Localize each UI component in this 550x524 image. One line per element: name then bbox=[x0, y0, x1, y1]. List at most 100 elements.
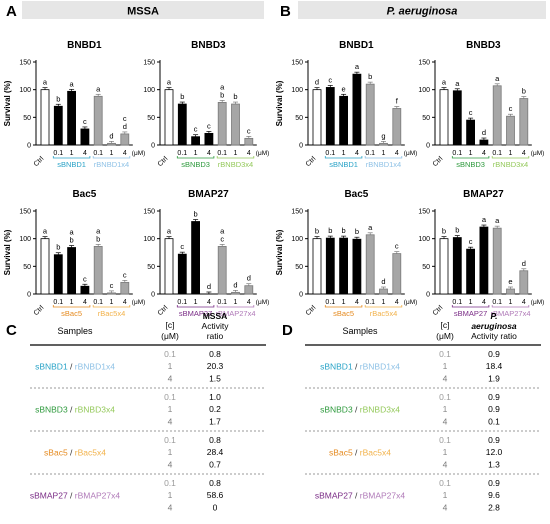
bar bbox=[231, 291, 240, 295]
x-tick-label: 4 bbox=[522, 299, 526, 306]
ratio-value: 0.2 bbox=[209, 404, 221, 414]
group-bracket bbox=[92, 156, 131, 159]
y-tick-label: 50 bbox=[147, 115, 155, 122]
ratio-value: 0.7 bbox=[209, 459, 221, 469]
ratio-value: 1.3 bbox=[488, 459, 500, 469]
x-tick-label: 0.1 bbox=[217, 299, 227, 306]
ratio-value: 1.5 bbox=[209, 373, 221, 383]
chart-title: BNBD1 bbox=[67, 40, 102, 51]
x-tick-label: 4 bbox=[247, 150, 251, 157]
bar bbox=[244, 137, 254, 146]
conc-value: 4 bbox=[168, 459, 173, 469]
x-tick-label: 1 bbox=[70, 150, 74, 157]
panel-letter-c: C bbox=[6, 322, 17, 339]
significance-letter: b bbox=[96, 234, 100, 243]
significance-letter: c bbox=[110, 281, 114, 290]
group-label: rBNBD3x4 bbox=[493, 160, 528, 169]
significance-letter: a bbox=[220, 82, 225, 91]
significance-letter: b bbox=[233, 92, 237, 101]
y-tick-label: 150 bbox=[418, 60, 430, 67]
group-label: sBNBD1 bbox=[329, 160, 358, 169]
significance-letter: a bbox=[368, 223, 373, 232]
group-bracket bbox=[364, 156, 403, 159]
ratio-value: 0.8 bbox=[209, 349, 221, 359]
conc-value: 4 bbox=[168, 373, 173, 383]
y-tick-label: 150 bbox=[143, 209, 155, 216]
bar bbox=[80, 285, 90, 295]
x-tick-label-ctrl: Ctrl bbox=[305, 155, 318, 168]
chart-title: BNBD3 bbox=[466, 40, 501, 51]
x-tick-label: 4 bbox=[247, 299, 251, 306]
significance-letter: c bbox=[328, 75, 332, 84]
bar bbox=[365, 234, 375, 295]
bar bbox=[466, 248, 476, 295]
ratio-value: 0.1 bbox=[488, 416, 500, 426]
bar bbox=[312, 89, 322, 146]
unit-label: (μM) bbox=[404, 150, 418, 157]
bar bbox=[312, 238, 322, 295]
bar bbox=[164, 238, 174, 295]
x-tick-label: 1 bbox=[342, 299, 346, 306]
x-tick-label: 4 bbox=[355, 150, 359, 157]
bar bbox=[204, 132, 214, 146]
significance-letter: c bbox=[83, 117, 87, 126]
unit-label: (μM) bbox=[256, 150, 269, 157]
bar bbox=[339, 237, 349, 295]
bar bbox=[80, 128, 90, 146]
header-ratio: Activity ratio bbox=[471, 331, 517, 341]
header-conc: [c] bbox=[441, 320, 450, 330]
bar bbox=[217, 101, 227, 146]
group-bracket bbox=[324, 156, 363, 159]
significance-letter: d bbox=[381, 277, 385, 286]
significance-letter: b bbox=[70, 236, 74, 245]
x-tick-label: 0.1 bbox=[492, 150, 502, 157]
conc-value: 4 bbox=[168, 502, 173, 512]
significance-letter: b bbox=[442, 227, 446, 236]
bar bbox=[107, 142, 116, 146]
ratio-value: 18.4 bbox=[486, 361, 503, 371]
significance-letter: c bbox=[123, 114, 127, 123]
chart-b-bnbd1: BNBD1 0 50 100 150 Survival (%) d c e ab g f Ctrl 0.1… bbox=[275, 40, 417, 169]
bar bbox=[325, 237, 335, 295]
group-bracket bbox=[176, 305, 215, 308]
ratio-value: 0.9 bbox=[488, 349, 500, 359]
significance-letter: b bbox=[56, 94, 60, 103]
conc-value: 1 bbox=[168, 490, 173, 500]
bar bbox=[439, 89, 449, 146]
significance-letter: b bbox=[194, 210, 198, 219]
bar bbox=[120, 133, 130, 146]
x-tick-label: 1 bbox=[509, 150, 513, 157]
significance-letter: b bbox=[315, 227, 319, 236]
x-tick-label: 1 bbox=[382, 150, 386, 157]
y-tick-label: 50 bbox=[295, 264, 303, 271]
y-tick-label: 150 bbox=[19, 60, 31, 67]
y-axis-title: Survival (%) bbox=[275, 80, 284, 126]
significance-letter: d bbox=[109, 131, 113, 140]
y-tick-label: 150 bbox=[143, 60, 155, 67]
significance-letter: c bbox=[395, 242, 399, 251]
significance-letter: c bbox=[220, 234, 224, 243]
significance-letter: a bbox=[495, 74, 500, 83]
conc-value: 4 bbox=[443, 459, 448, 469]
conc-value: 4 bbox=[168, 416, 173, 426]
x-tick-label: 4 bbox=[83, 150, 87, 157]
sample-name: sBNBD1 / rBNBD1x4 bbox=[35, 361, 115, 371]
ratio-value: 58.6 bbox=[207, 490, 224, 500]
conc-value: 1 bbox=[443, 361, 448, 371]
ratio-value: 1.0 bbox=[209, 392, 221, 402]
chart-title: BNBD3 bbox=[191, 40, 226, 51]
x-tick-label-ctrl: Ctrl bbox=[432, 304, 445, 317]
unit-label: (μM) bbox=[256, 299, 269, 306]
sample-name: sBac5 / rBac5x4 bbox=[44, 447, 106, 457]
header-samples: Samples bbox=[342, 326, 378, 336]
y-tick-label: 150 bbox=[418, 209, 430, 216]
chart-title: BNBD1 bbox=[339, 40, 374, 51]
x-tick-label: 1 bbox=[382, 299, 386, 306]
bar bbox=[164, 89, 174, 146]
x-tick-label: 0.1 bbox=[325, 299, 335, 306]
x-tick-label: 1 bbox=[70, 299, 74, 306]
x-tick-label-ctrl: Ctrl bbox=[33, 155, 46, 168]
significance-letter: a bbox=[43, 78, 48, 87]
significance-letter: a bbox=[96, 226, 101, 235]
